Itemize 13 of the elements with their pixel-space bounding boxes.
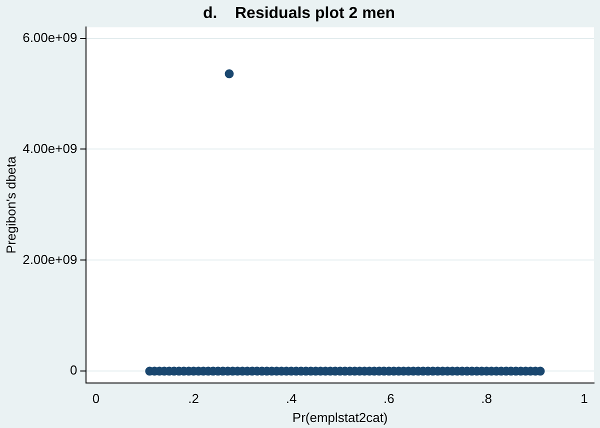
y-tick-label: 6.00e+09 xyxy=(22,30,78,45)
chart-title: d. Residuals plot 2 men xyxy=(202,5,396,22)
x-tick-label: .6 xyxy=(384,391,394,406)
y-tick-label: 2.00e+09 xyxy=(22,252,78,267)
x-tick-label: .4 xyxy=(286,391,297,406)
x-tick-label: 0 xyxy=(92,391,100,406)
y-tick-label: 4.00e+09 xyxy=(22,140,78,156)
x-tick-label: .8 xyxy=(481,391,492,406)
y-axis-title: Pregibon's dbeta xyxy=(3,156,18,254)
x-tick-label: 1 xyxy=(580,391,588,406)
y-tick-label: 0 xyxy=(70,362,78,378)
x-tick-label: .2 xyxy=(188,391,200,406)
x-axis-title: Pr(emplstat2cat) xyxy=(292,410,388,425)
